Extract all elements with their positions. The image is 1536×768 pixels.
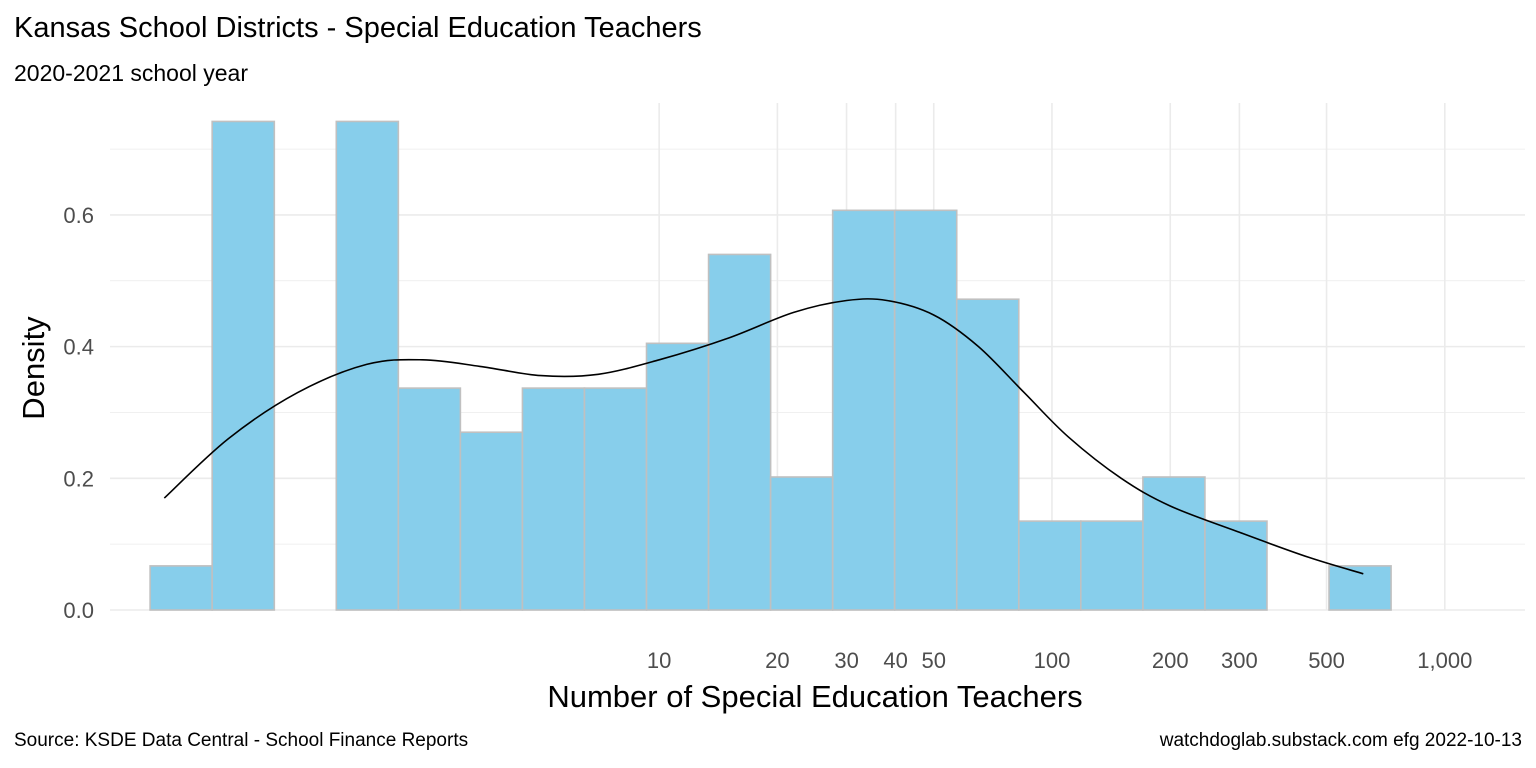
- x-tick-label: 30: [834, 648, 858, 673]
- histogram-bar: [459, 431, 524, 611]
- chart-title: Kansas School Districts - Special Educat…: [14, 12, 702, 44]
- histogram-bar: [769, 476, 834, 611]
- y-axis-tick-labels: 0.0 0.2 0.4 0.6: [63, 203, 94, 623]
- chart-subtitle: 2020-2021 school year: [14, 60, 248, 86]
- histogram-bar: [149, 565, 213, 611]
- x-tick-label: 500: [1308, 648, 1345, 673]
- x-tick-label: 20: [765, 648, 789, 673]
- histogram-bar: [335, 120, 400, 611]
- x-tick-label: 50: [921, 648, 945, 673]
- y-axis-title: Density: [16, 316, 51, 420]
- x-axis-title: Number of Special Education Teachers: [547, 679, 1082, 714]
- x-tick-label: 100: [1034, 648, 1071, 673]
- x-tick-label: 40: [883, 648, 907, 673]
- histogram-bar: [707, 253, 772, 611]
- histogram-bar: [397, 387, 462, 611]
- histogram-bar: [583, 387, 648, 611]
- histogram-bar: [1142, 476, 1206, 611]
- histogram-bar: [955, 298, 1020, 611]
- histogram-bar: [893, 209, 958, 611]
- y-tick-label: 0.6: [63, 203, 94, 228]
- histogram-bar: [831, 209, 896, 611]
- histogram-bar: [521, 387, 586, 611]
- x-axis-tick-labels: 10 20 30 40 50 100 200 300 500 1,000: [647, 648, 1472, 673]
- x-tick-label: 200: [1152, 648, 1189, 673]
- histogram-bar: [645, 342, 710, 611]
- x-tick-label: 10: [647, 648, 671, 673]
- y-tick-label: 0.4: [63, 335, 94, 360]
- x-tick-label: 300: [1221, 648, 1258, 673]
- x-tick-label: 1,000: [1417, 648, 1472, 673]
- histogram-bars: [149, 120, 1392, 611]
- histogram-bar: [211, 120, 276, 611]
- y-tick-label: 0.0: [63, 598, 94, 623]
- histogram-bar: [1204, 520, 1268, 611]
- y-tick-label: 0.2: [63, 466, 94, 491]
- histogram-bar: [1079, 520, 1144, 611]
- credit-caption: watchdoglab.substack.com efg 2022-10-13: [1159, 730, 1522, 751]
- histogram-bar: [1017, 520, 1082, 611]
- density-curve: [163, 298, 1364, 575]
- source-caption: Source: KSDE Data Central - School Finan…: [14, 730, 469, 751]
